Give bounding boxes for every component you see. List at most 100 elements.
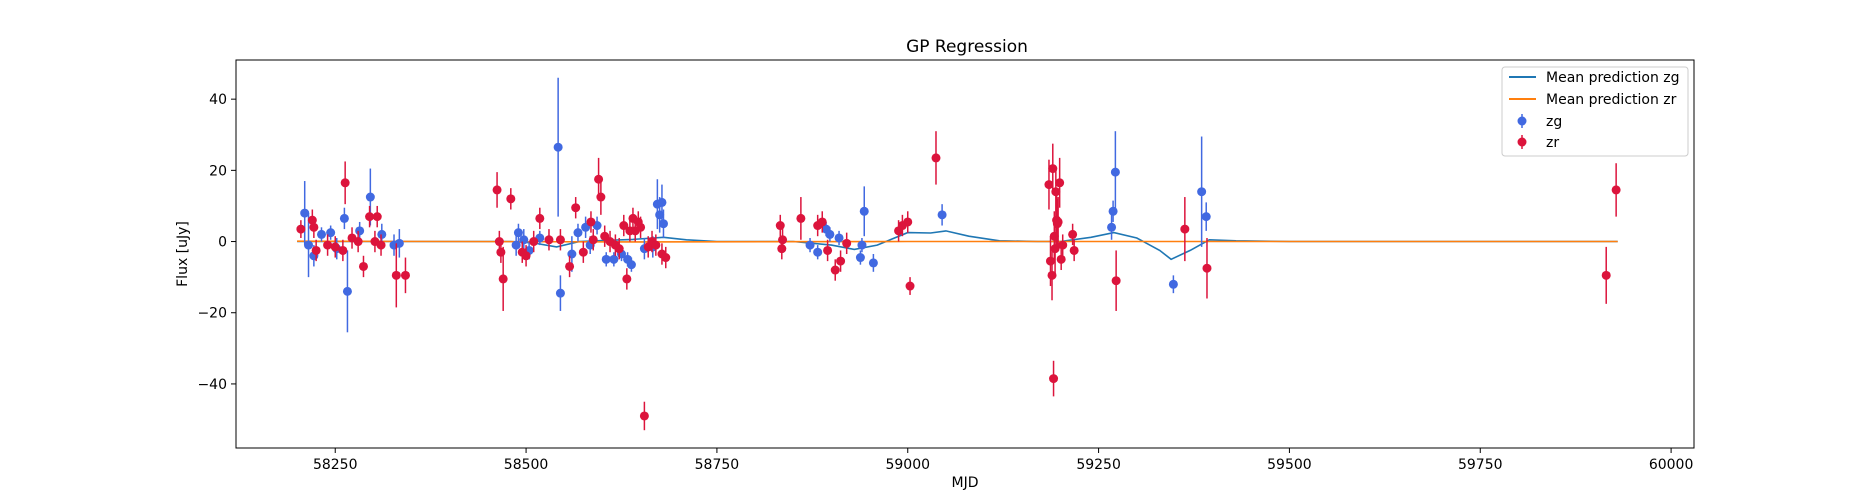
data-point <box>567 249 577 259</box>
data-point <box>1108 206 1118 216</box>
data-point <box>492 185 502 195</box>
data-point <box>834 233 844 243</box>
data-point <box>1202 263 1212 273</box>
data-point <box>513 228 523 238</box>
data-point <box>553 142 563 152</box>
data-point <box>555 235 565 245</box>
legend-label-zg-line: Mean prediction zg <box>1546 70 1680 86</box>
data-point <box>857 240 867 250</box>
data-point <box>1047 270 1057 280</box>
data-point <box>868 258 878 268</box>
data-point <box>777 244 787 254</box>
x-tick-label: 59000 <box>885 457 930 473</box>
data-point <box>657 197 667 207</box>
data-point <box>358 261 368 271</box>
data-point <box>905 281 915 291</box>
data-point <box>355 226 365 236</box>
data-point <box>639 411 649 421</box>
data-point <box>529 237 539 247</box>
data-point <box>778 235 788 245</box>
data-point <box>859 206 869 216</box>
data-point <box>494 237 504 247</box>
data-point <box>300 208 310 218</box>
data-point <box>519 235 529 245</box>
data-point <box>309 222 319 232</box>
data-point <box>1197 187 1207 197</box>
data-point <box>1107 222 1117 232</box>
data-point <box>775 221 785 231</box>
x-tick-label: 58750 <box>695 457 740 473</box>
data-point <box>1069 245 1079 255</box>
data-point <box>511 240 521 250</box>
data-point <box>601 254 611 264</box>
data-point <box>651 240 661 250</box>
data-point <box>636 222 646 232</box>
data-point <box>614 244 624 254</box>
data-point <box>400 270 410 280</box>
data-point <box>1201 212 1211 222</box>
data-point <box>535 213 545 223</box>
legend-label-zr: zr <box>1546 135 1559 151</box>
data-point <box>658 219 668 229</box>
legend-label-zr-line: Mean prediction zr <box>1546 92 1677 108</box>
x-tick-label: 58500 <box>504 457 549 473</box>
data-point <box>1051 187 1061 197</box>
data-point <box>578 247 588 257</box>
data-point <box>506 194 516 204</box>
y-tick-label: −40 <box>197 377 227 393</box>
data-point <box>555 288 565 298</box>
data-point <box>661 253 671 263</box>
y-tick-label: −20 <box>197 306 227 322</box>
data-point <box>1049 374 1059 384</box>
data-point <box>573 228 583 238</box>
data-point <box>340 178 350 188</box>
data-point <box>1110 167 1120 177</box>
data-point <box>376 240 386 250</box>
data-point <box>609 254 619 264</box>
data-point <box>1601 270 1611 280</box>
data-point <box>1168 279 1178 289</box>
data-point <box>1111 276 1121 286</box>
mean-prediction-line-1 <box>297 240 1618 243</box>
data-point <box>353 237 363 247</box>
data-point <box>498 274 508 284</box>
y-axis-ticks: −40 −20 0 20 40 <box>197 92 236 393</box>
data-point <box>1048 164 1058 174</box>
chart-title: GP Regression <box>906 37 1028 57</box>
data-point <box>805 240 815 250</box>
legend-box <box>1501 66 1689 157</box>
data-point <box>830 265 840 275</box>
y-axis-label: Flux [uJy] <box>175 221 191 287</box>
data-point <box>1056 254 1066 264</box>
data-point <box>1180 224 1190 234</box>
x-axis-label: MJD <box>952 475 979 491</box>
data-point <box>619 221 629 231</box>
x-tick-label: 59750 <box>1458 457 1503 473</box>
data-point <box>338 245 348 255</box>
plot-points <box>296 77 1621 431</box>
data-point <box>817 217 827 227</box>
data-point <box>842 238 852 248</box>
data-point <box>1053 217 1063 227</box>
data-point <box>903 217 913 227</box>
data-point <box>330 242 340 252</box>
x-tick-label: 58250 <box>313 457 358 473</box>
x-tick-label: 59250 <box>1076 457 1121 473</box>
x-axis-ticks: 58250 58500 58750 59000 59250 59500 59750 60000 <box>313 448 1693 473</box>
data-point <box>836 256 846 266</box>
data-point <box>394 238 404 248</box>
legend-label-zg: zg <box>1546 114 1562 130</box>
y-tick-label: 40 <box>209 92 227 108</box>
data-point <box>594 174 604 184</box>
data-point <box>596 192 606 202</box>
data-point <box>372 212 382 222</box>
data-point <box>565 261 575 271</box>
data-point <box>823 245 833 255</box>
data-point <box>391 270 401 280</box>
data-point <box>377 229 387 239</box>
legend-swatch-zg-marker <box>1517 116 1527 126</box>
data-point <box>825 229 835 239</box>
plot-area <box>235 59 1695 449</box>
data-point <box>626 260 636 270</box>
